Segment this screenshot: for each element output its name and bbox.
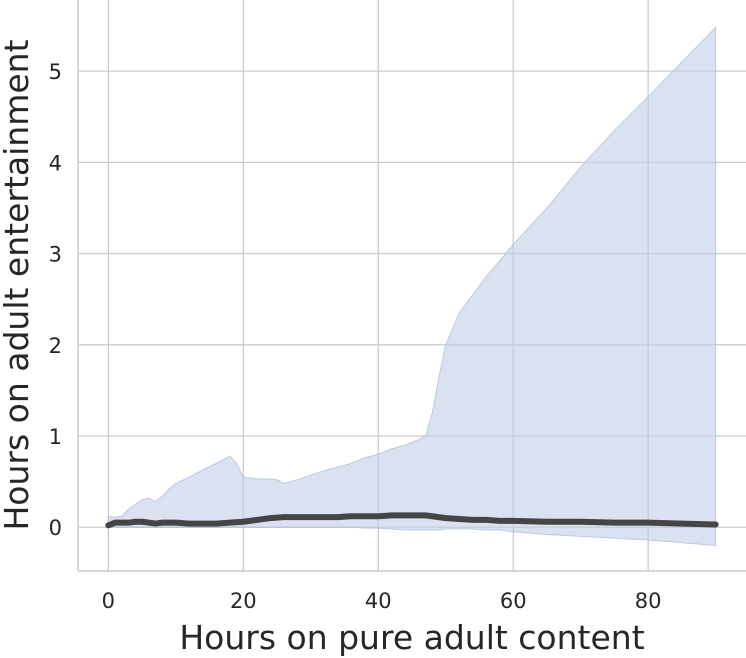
y-tick-label: 5	[49, 60, 62, 84]
x-tick-labels: 0 20 40 60 80	[102, 589, 662, 613]
y-tick-labels: 0 1 2 3 4 5	[49, 60, 62, 540]
y-axis-label: Hours on adult entertainment	[0, 39, 36, 530]
x-tick-label: 20	[230, 589, 257, 613]
x-tick-label: 60	[500, 589, 527, 613]
series-line-layer	[105, 512, 719, 529]
confidence-band	[107, 26, 717, 547]
series-line	[105, 512, 719, 529]
y-tick-label: 1	[49, 425, 62, 449]
x-tick-label: 40	[365, 589, 392, 613]
axes-spines	[77, 0, 746, 572]
x-axis-label: Hours on pure adult content	[179, 618, 644, 657]
confidence-band-layer	[107, 26, 717, 547]
y-tick-label: 3	[49, 243, 62, 267]
y-tick-label: 4	[49, 151, 62, 175]
y-tick-label: 2	[49, 334, 62, 358]
x-tick-label: 0	[102, 589, 115, 613]
x-tick-label: 80	[635, 589, 662, 613]
y-tick-label: 0	[49, 516, 62, 540]
